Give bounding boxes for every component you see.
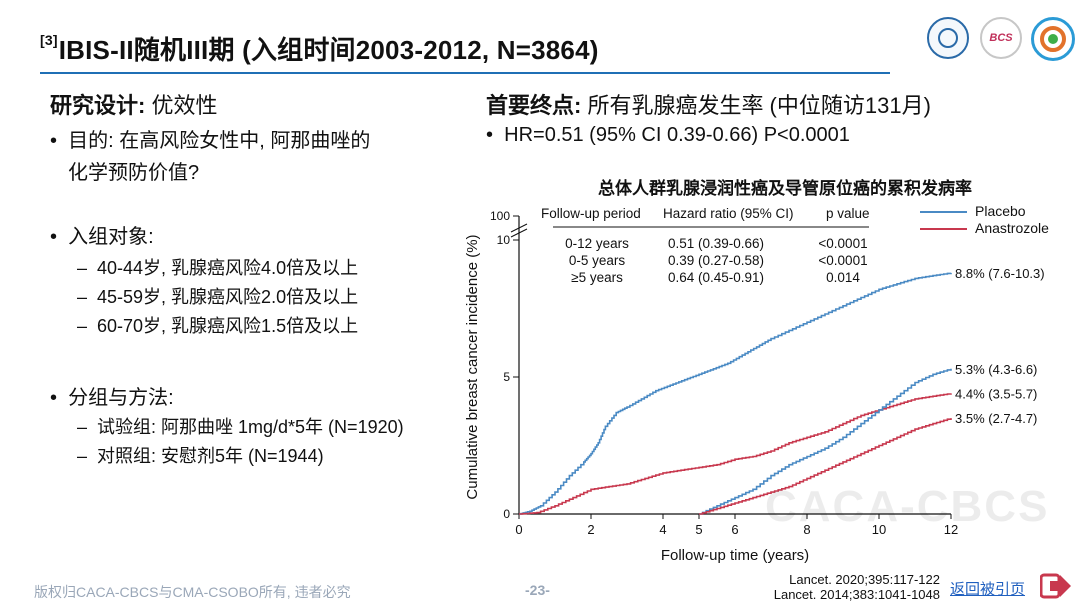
inset-cell: <0.0001 — [818, 253, 867, 268]
exit-arrow-icon[interactable] — [1040, 572, 1072, 600]
inset-header: Follow-up period — [541, 206, 641, 221]
chart-series: 8.8% (7.6-10.3) 4.4% (3.5-5.7) 5.3% (4.3-6… — [519, 266, 1045, 515]
y-tick-label: 5 — [503, 370, 510, 384]
reference-item: Lancet. 2014;383:1041-1048 — [773, 587, 940, 602]
list-item: – 试验组: 阿那曲唑 1mg/d*5年 (N=1920) — [77, 417, 404, 437]
x-tick-label: 8 — [803, 522, 810, 537]
objective-line2: 化学预防价值? — [68, 162, 200, 184]
bcs-logo: BCS — [980, 17, 1022, 59]
seal-icon — [938, 28, 958, 48]
inset-cell: 0-5 years — [569, 253, 626, 268]
y-tick-label: 0 — [503, 507, 510, 521]
list-item: – 40-44岁, 乳腺癌风险4.0倍及以上 — [77, 258, 359, 278]
title-text: IBIS-II随机III期 (入组时间2003-2012, N=3864) — [58, 35, 599, 65]
copyright-text: 版权归CACA-CBCS与CMA-CSOBO所有, 违者必究 — [34, 584, 351, 600]
reference-item: Lancet. 2020;395:117-122 — [789, 572, 940, 587]
grouping-list: – 试验组: 阿那曲唑 1mg/d*5年 (N=1920) – 对照组: 安慰剂… — [77, 413, 404, 471]
x-tick-label: 2 — [587, 522, 594, 537]
end-label: 8.8% (7.6-10.3) — [955, 266, 1045, 281]
series-line-placebo — [519, 272, 952, 515]
page-number: -23- — [525, 582, 550, 598]
x-tick-label: 5 — [695, 522, 702, 537]
series-line-anastrozole — [699, 418, 952, 515]
end-label: 5.3% (4.3-6.6) — [955, 362, 1037, 377]
ring-icon — [1040, 26, 1066, 52]
x-tick-label: 12 — [944, 522, 958, 537]
x-tick-label: 6 — [731, 522, 738, 537]
legend-label: Anastrozole — [975, 220, 1049, 236]
y-tick-label: 100 — [490, 209, 510, 223]
hazard-ratio-line: • HR=0.51 (95% CI 0.39-0.66) P<0.0001 — [486, 124, 850, 146]
legend-label: Placebo — [975, 203, 1026, 219]
primary-endpoint-heading: 首要终点: 所有乳腺癌发生率 (中位随访131月) — [486, 93, 931, 118]
objective-line1: • 目的: 在高风险女性中, 阿那曲唑的 — [50, 130, 371, 152]
slide-title: [3]IBIS-II随机III期 (入组时间2003-2012, N=3864) — [40, 30, 599, 67]
axis-break-mark — [510, 228, 528, 238]
inset-cell: 0.39 (0.27-0.58) — [668, 253, 764, 268]
inset-cell: 0.64 (0.45-0.91) — [668, 270, 764, 285]
study-design-heading: 研究设计: 优效性 — [50, 93, 218, 118]
inset-header: p value — [826, 206, 870, 221]
y-tick-label: 10 — [497, 233, 511, 247]
x-tick-label: 0 — [515, 522, 522, 537]
enrollment-heading: • 入组对象: — [50, 226, 154, 248]
title-underline — [40, 72, 890, 74]
title-ref: [3] — [40, 32, 58, 48]
inset-cell: 0-12 years — [565, 236, 629, 251]
inset-cell: 0.014 — [826, 270, 860, 285]
university-logo — [927, 17, 969, 59]
references: Lancet. 2020;395:117-122 Lancet. 2014;38… — [740, 572, 940, 602]
chart-title: 总体人群乳腺浸润性癌及导管原位癌的累积发病率 — [598, 179, 972, 198]
grouping-heading: • 分组与方法: — [50, 387, 174, 409]
x-tick-label: 4 — [659, 522, 666, 537]
watermark: CACA-CBCS — [765, 482, 1050, 531]
list-item: – 45-59岁, 乳腺癌风险2.0倍及以上 — [77, 287, 359, 307]
list-item: – 60-70岁, 乳腺癌风险1.5倍及以上 — [77, 316, 359, 336]
back-to-reference-link[interactable]: 返回被引页 — [950, 581, 1026, 598]
society-logo — [1031, 17, 1075, 61]
x-tick-label: 10 — [872, 522, 886, 537]
inset-table: Follow-up period Hazard ratio (95% CI) p v… — [541, 206, 870, 285]
list-item: – 对照组: 安慰剂5年 (N=1944) — [77, 446, 324, 466]
inset-header: Hazard ratio (95% CI) — [663, 206, 794, 221]
y-axis-label: Cumulative breast cancer incidence (%) — [464, 234, 481, 499]
end-label: 3.5% (2.7-4.7) — [955, 411, 1037, 426]
end-label: 4.4% (3.5-5.7) — [955, 386, 1037, 401]
x-axis-label: Follow-up time (years) — [661, 547, 809, 564]
inset-cell: ≥5 years — [571, 270, 623, 285]
axis-break-mark — [510, 223, 528, 233]
series-line-placebo — [699, 368, 952, 515]
inset-cell: 0.51 (0.39-0.66) — [668, 236, 764, 251]
inset-cell: <0.0001 — [818, 236, 867, 251]
enrollment-list: – 40-44岁, 乳腺癌风险4.0倍及以上 – 45-59岁, 乳腺癌风险2.… — [77, 254, 358, 341]
